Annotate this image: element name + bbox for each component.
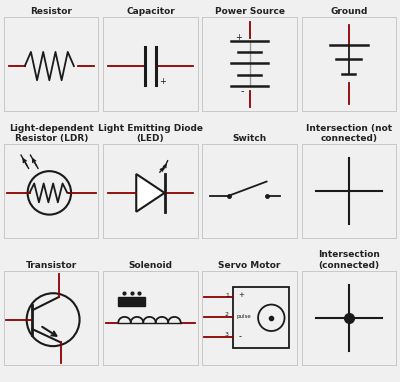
Title: Transistor: Transistor xyxy=(26,261,77,270)
Text: 3: 3 xyxy=(225,332,229,337)
Text: +: + xyxy=(238,292,244,298)
Title: Light Emitting Diode
(LED): Light Emitting Diode (LED) xyxy=(98,124,203,143)
Title: Resistor: Resistor xyxy=(30,7,72,16)
Bar xyxy=(232,286,289,348)
Text: pulse: pulse xyxy=(236,314,251,319)
Bar xyxy=(118,297,145,306)
Title: Switch: Switch xyxy=(232,134,267,143)
Text: +: + xyxy=(159,77,166,86)
Title: Solenoid: Solenoid xyxy=(128,261,172,270)
Polygon shape xyxy=(136,174,164,212)
Title: Servo Motor: Servo Motor xyxy=(218,261,281,270)
Title: Intersection (not
connected): Intersection (not connected) xyxy=(306,124,392,143)
Title: Intersection
(connected): Intersection (connected) xyxy=(318,250,380,270)
Text: 2: 2 xyxy=(225,312,229,317)
Text: -: - xyxy=(240,86,244,96)
Title: Power Source: Power Source xyxy=(214,7,284,16)
Title: Ground: Ground xyxy=(330,7,368,16)
Text: 1: 1 xyxy=(225,293,229,298)
Text: -: - xyxy=(238,332,241,341)
Title: Light-dependent
Resistor (LDR): Light-dependent Resistor (LDR) xyxy=(9,124,94,143)
Title: Capacitor: Capacitor xyxy=(126,7,175,16)
Text: +: + xyxy=(235,33,242,42)
